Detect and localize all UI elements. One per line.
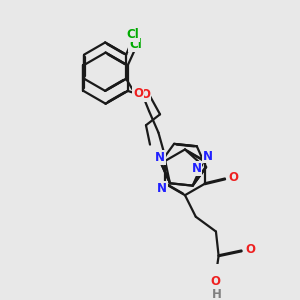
Text: Cl: Cl: [129, 38, 142, 51]
Text: O: O: [210, 275, 220, 288]
Text: N: N: [157, 182, 167, 195]
Text: N: N: [192, 162, 202, 175]
Text: O: O: [245, 243, 255, 256]
Text: H: H: [212, 288, 222, 300]
Text: N: N: [155, 151, 165, 164]
Text: O: O: [133, 87, 143, 100]
Text: O: O: [228, 171, 238, 184]
Text: Cl: Cl: [127, 28, 139, 41]
Text: O: O: [140, 88, 150, 101]
Text: N: N: [203, 149, 213, 163]
